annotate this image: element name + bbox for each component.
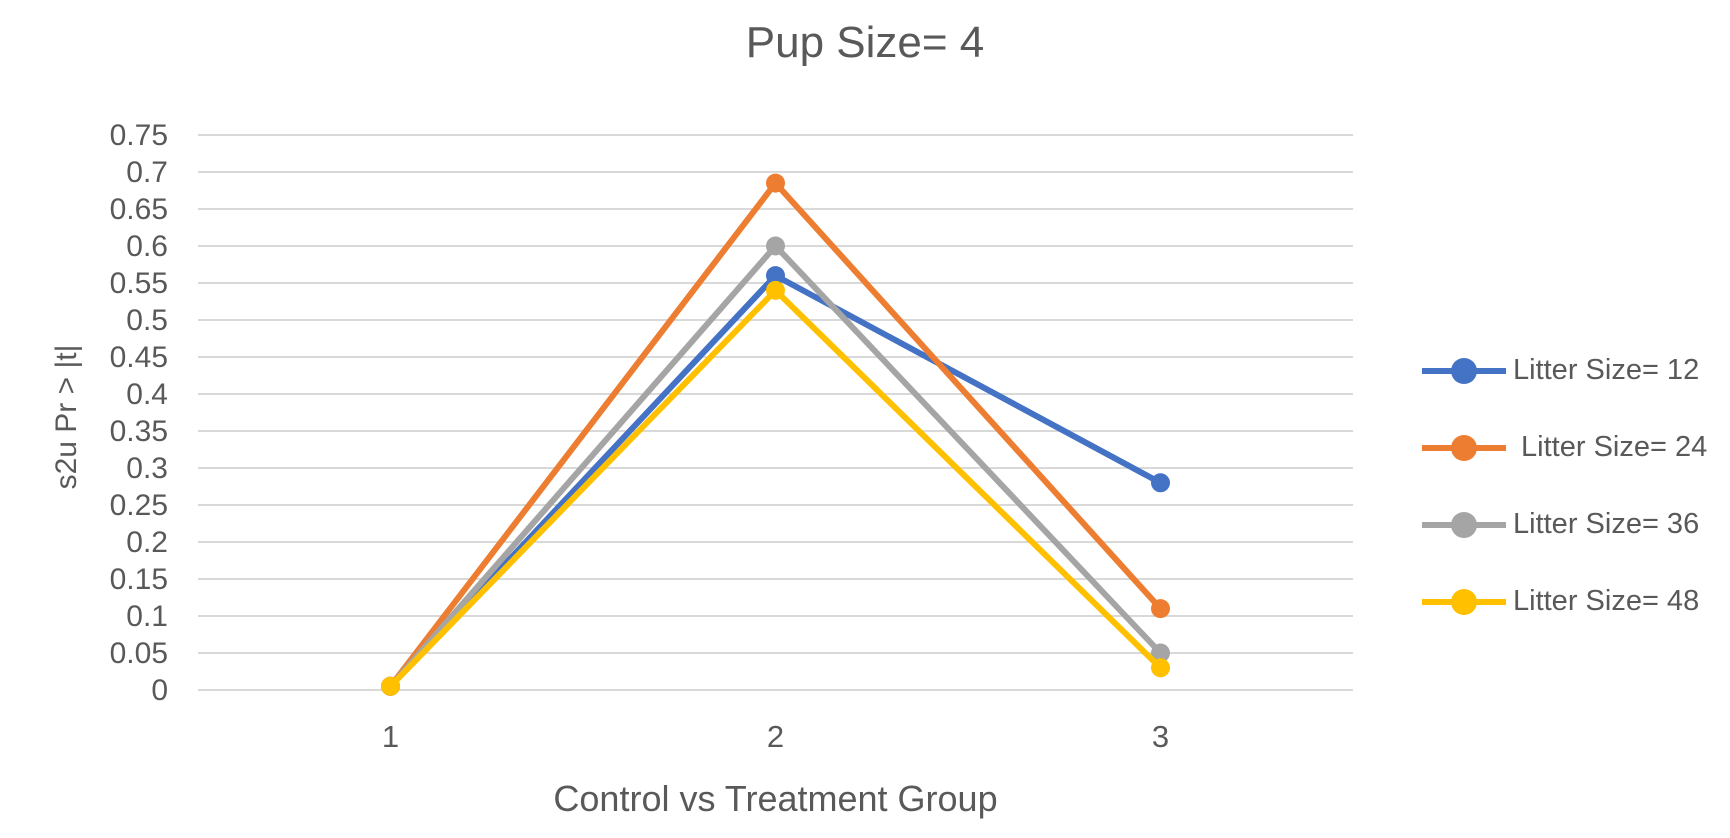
chart-title: Pup Size= 4 <box>745 18 985 67</box>
data-point-marker <box>1151 599 1170 619</box>
data-point-marker <box>1151 658 1170 678</box>
series-line <box>387 243 1164 690</box>
y-tick-label: 0.5 <box>126 304 168 337</box>
data-point-marker <box>1151 643 1170 663</box>
y-tick-label: 0 <box>151 674 168 707</box>
y-tick-label: 0.3 <box>126 452 168 485</box>
x-axis-title: Control vs Treatment Group <box>553 778 998 819</box>
legend-marker-icon <box>1422 511 1506 538</box>
y-tick-label: 0.45 <box>110 341 168 374</box>
legend-marker-icon <box>1422 357 1506 384</box>
data-point-marker <box>766 173 785 193</box>
y-tick-label: 0.15 <box>110 563 168 596</box>
legend-label: Litter Size= 48 <box>1513 585 1700 617</box>
y-tick-label: 0.7 <box>126 156 168 189</box>
y-tick-label: 0.75 <box>110 119 168 152</box>
legend-label: Litter Size= 12 <box>1513 354 1700 386</box>
legend: Litter Size= 12 Litter Size= 24 Litter Si… <box>1420 332 1707 640</box>
data-point-marker <box>766 236 785 256</box>
y-tick-label: 0.05 <box>110 637 168 670</box>
data-point-marker <box>766 266 785 286</box>
y-tick-label: 0.6 <box>126 230 168 263</box>
y-tick-label: 0.35 <box>110 415 168 448</box>
y-tick-label: 0.1 <box>126 600 168 633</box>
y-tick-label: 0.4 <box>126 378 168 411</box>
y-tick-label: 0.2 <box>126 526 168 559</box>
legend-label: Litter Size= 24 <box>1513 431 1708 463</box>
x-tick-label: 3 <box>1152 719 1169 754</box>
x-tick-label: 2 <box>767 719 784 754</box>
data-point-marker <box>381 676 400 696</box>
legend-item: Litter Size= 12 <box>1420 332 1707 409</box>
series-line <box>387 287 1164 690</box>
legend-marker-icon <box>1422 588 1506 615</box>
legend-item: Litter Size= 24 <box>1420 409 1707 486</box>
data-point-marker <box>766 280 785 300</box>
y-tick-label: 0.55 <box>110 267 168 300</box>
y-tick-label: 0.25 <box>110 489 168 522</box>
legend-item: Litter Size= 36 <box>1420 486 1707 563</box>
legend-marker-icon <box>1422 434 1506 461</box>
series-line <box>387 180 1164 690</box>
legend-label: Litter Size= 36 <box>1513 508 1700 540</box>
data-point-marker <box>1151 473 1170 493</box>
y-tick-label: 0.65 <box>110 193 168 226</box>
x-tick-label: 1 <box>382 719 399 754</box>
legend-item: Litter Size= 48 <box>1420 563 1707 640</box>
y-axis-title: s2u Pr > |t| <box>50 344 83 490</box>
